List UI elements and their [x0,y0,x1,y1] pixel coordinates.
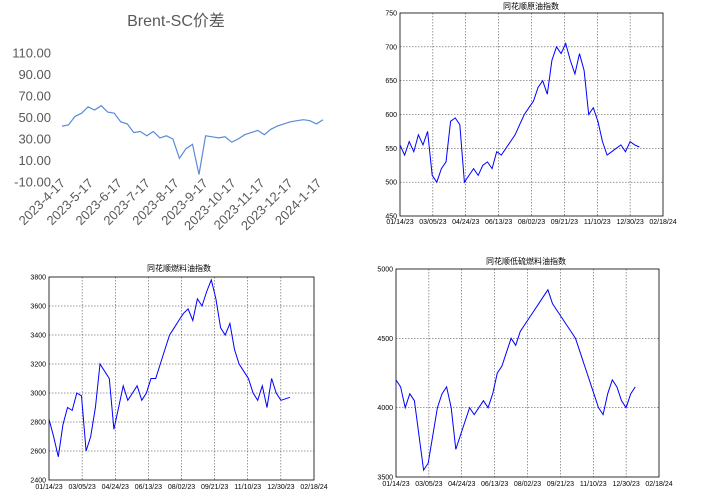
y-tick-label: 2800 [30,420,46,427]
x-tick-label: 08/02/23 [518,219,545,226]
low-sulfur-fuel-oil-index-chart: 同花顺低硫燃料油指数 3500 4000 4500 5000 01/14/23 03/0… [377,256,672,488]
x-tick-label: 08/02/23 [168,484,195,491]
y-tick-label: 600 [385,112,397,119]
x-tick-label: 04/24/23 [452,219,479,226]
x-tick-label: 12/30/23 [267,484,294,491]
y-tick-label: 650 [385,78,397,85]
x-tick-label: 01/14/23 [386,219,413,226]
y-tick-label: 700 [385,44,397,51]
plot-frame [48,276,315,481]
y-tick-label: -10.00 [14,175,51,190]
x-tick-label: 03/05/23 [69,484,96,491]
y-tick-label: 3400 [30,333,46,340]
plot-frame [399,12,664,217]
y-tick-label: 500 [385,180,397,187]
y-tick-label: 450 [385,214,397,221]
x-tick-label: 11/10/23 [234,484,261,491]
brent-sc-spread-chart: Brent-SC价差 -10.00 10.00 30.00 50.00 70.00 90.… [12,12,324,233]
x-tick-label: 02/18/24 [300,484,327,491]
y-tick-label: 3000 [30,391,46,398]
x-tick-label: 11/10/23 [584,219,611,226]
y-tick-label: 550 [385,146,397,153]
x-tick-label: 06/13/23 [485,219,512,226]
y-tick-label: 4500 [377,336,393,343]
chart-title: 同花顺原油指数 [503,1,559,11]
x-tick-label: 04/24/23 [448,481,475,488]
y-tick-label: 2600 [30,449,46,456]
series-line [61,104,324,175]
x-tick-label: 06/13/23 [135,484,162,491]
y-tick-label: 3800 [30,275,46,282]
series-line [48,278,291,457]
x-tick-label: 02/18/24 [649,219,676,226]
y-tick-label: 110.00 [12,46,51,61]
chart-title: 同花顺低硫燃料油指数 [486,256,566,266]
y-tick-label: 10.00 [18,153,51,168]
plot-frame [395,268,660,478]
x-tick-label: 12/30/23 [617,219,644,226]
crude-oil-index-chart: 同花顺原油指数 450 500 550 600 650 700 750 01/14/23 03… [385,1,676,226]
x-tick-label: 06/13/23 [481,481,508,488]
series-line [395,288,636,472]
y-tick-label: 3500 [377,475,393,482]
y-tick-label: 50.00 [18,110,51,125]
y-tick-label: 3200 [30,362,46,369]
y-tick-label: 4000 [377,405,393,412]
x-tick-label: 09/21/23 [547,481,574,488]
chart-title: 同花顺燃料油指数 [147,263,211,273]
x-tick-label: 02/18/24 [645,481,672,488]
x-tick-label: 01/14/23 [382,481,409,488]
x-tick-label: 09/21/23 [551,219,578,226]
x-tick-label: 09/21/23 [201,484,228,491]
x-tick-label: 03/05/23 [415,481,442,488]
fuel-oil-index-chart: 同花顺燃料油指数 2400 2600 2800 3000 3200 3400 3600 380… [30,263,327,491]
y-tick-label: 3600 [30,304,46,311]
y-tick-label: 5000 [377,267,393,274]
x-tick-label: 03/05/23 [419,219,446,226]
x-tick-label: 12/30/23 [613,481,640,488]
y-tick-label: 30.00 [18,132,51,147]
chart-title: Brent-SC价差 [127,12,225,30]
x-tick-label: 11/10/23 [580,481,607,488]
x-tick-label: 01/14/23 [35,484,62,491]
x-tick-label: 04/24/23 [102,484,129,491]
y-tick-label: 70.00 [18,89,51,104]
y-tick-label: 90.00 [18,67,51,82]
y-tick-label: 750 [385,11,397,18]
y-tick-label: 2400 [30,478,46,485]
x-tick-label: 08/02/23 [514,481,541,488]
series-line [399,42,640,184]
